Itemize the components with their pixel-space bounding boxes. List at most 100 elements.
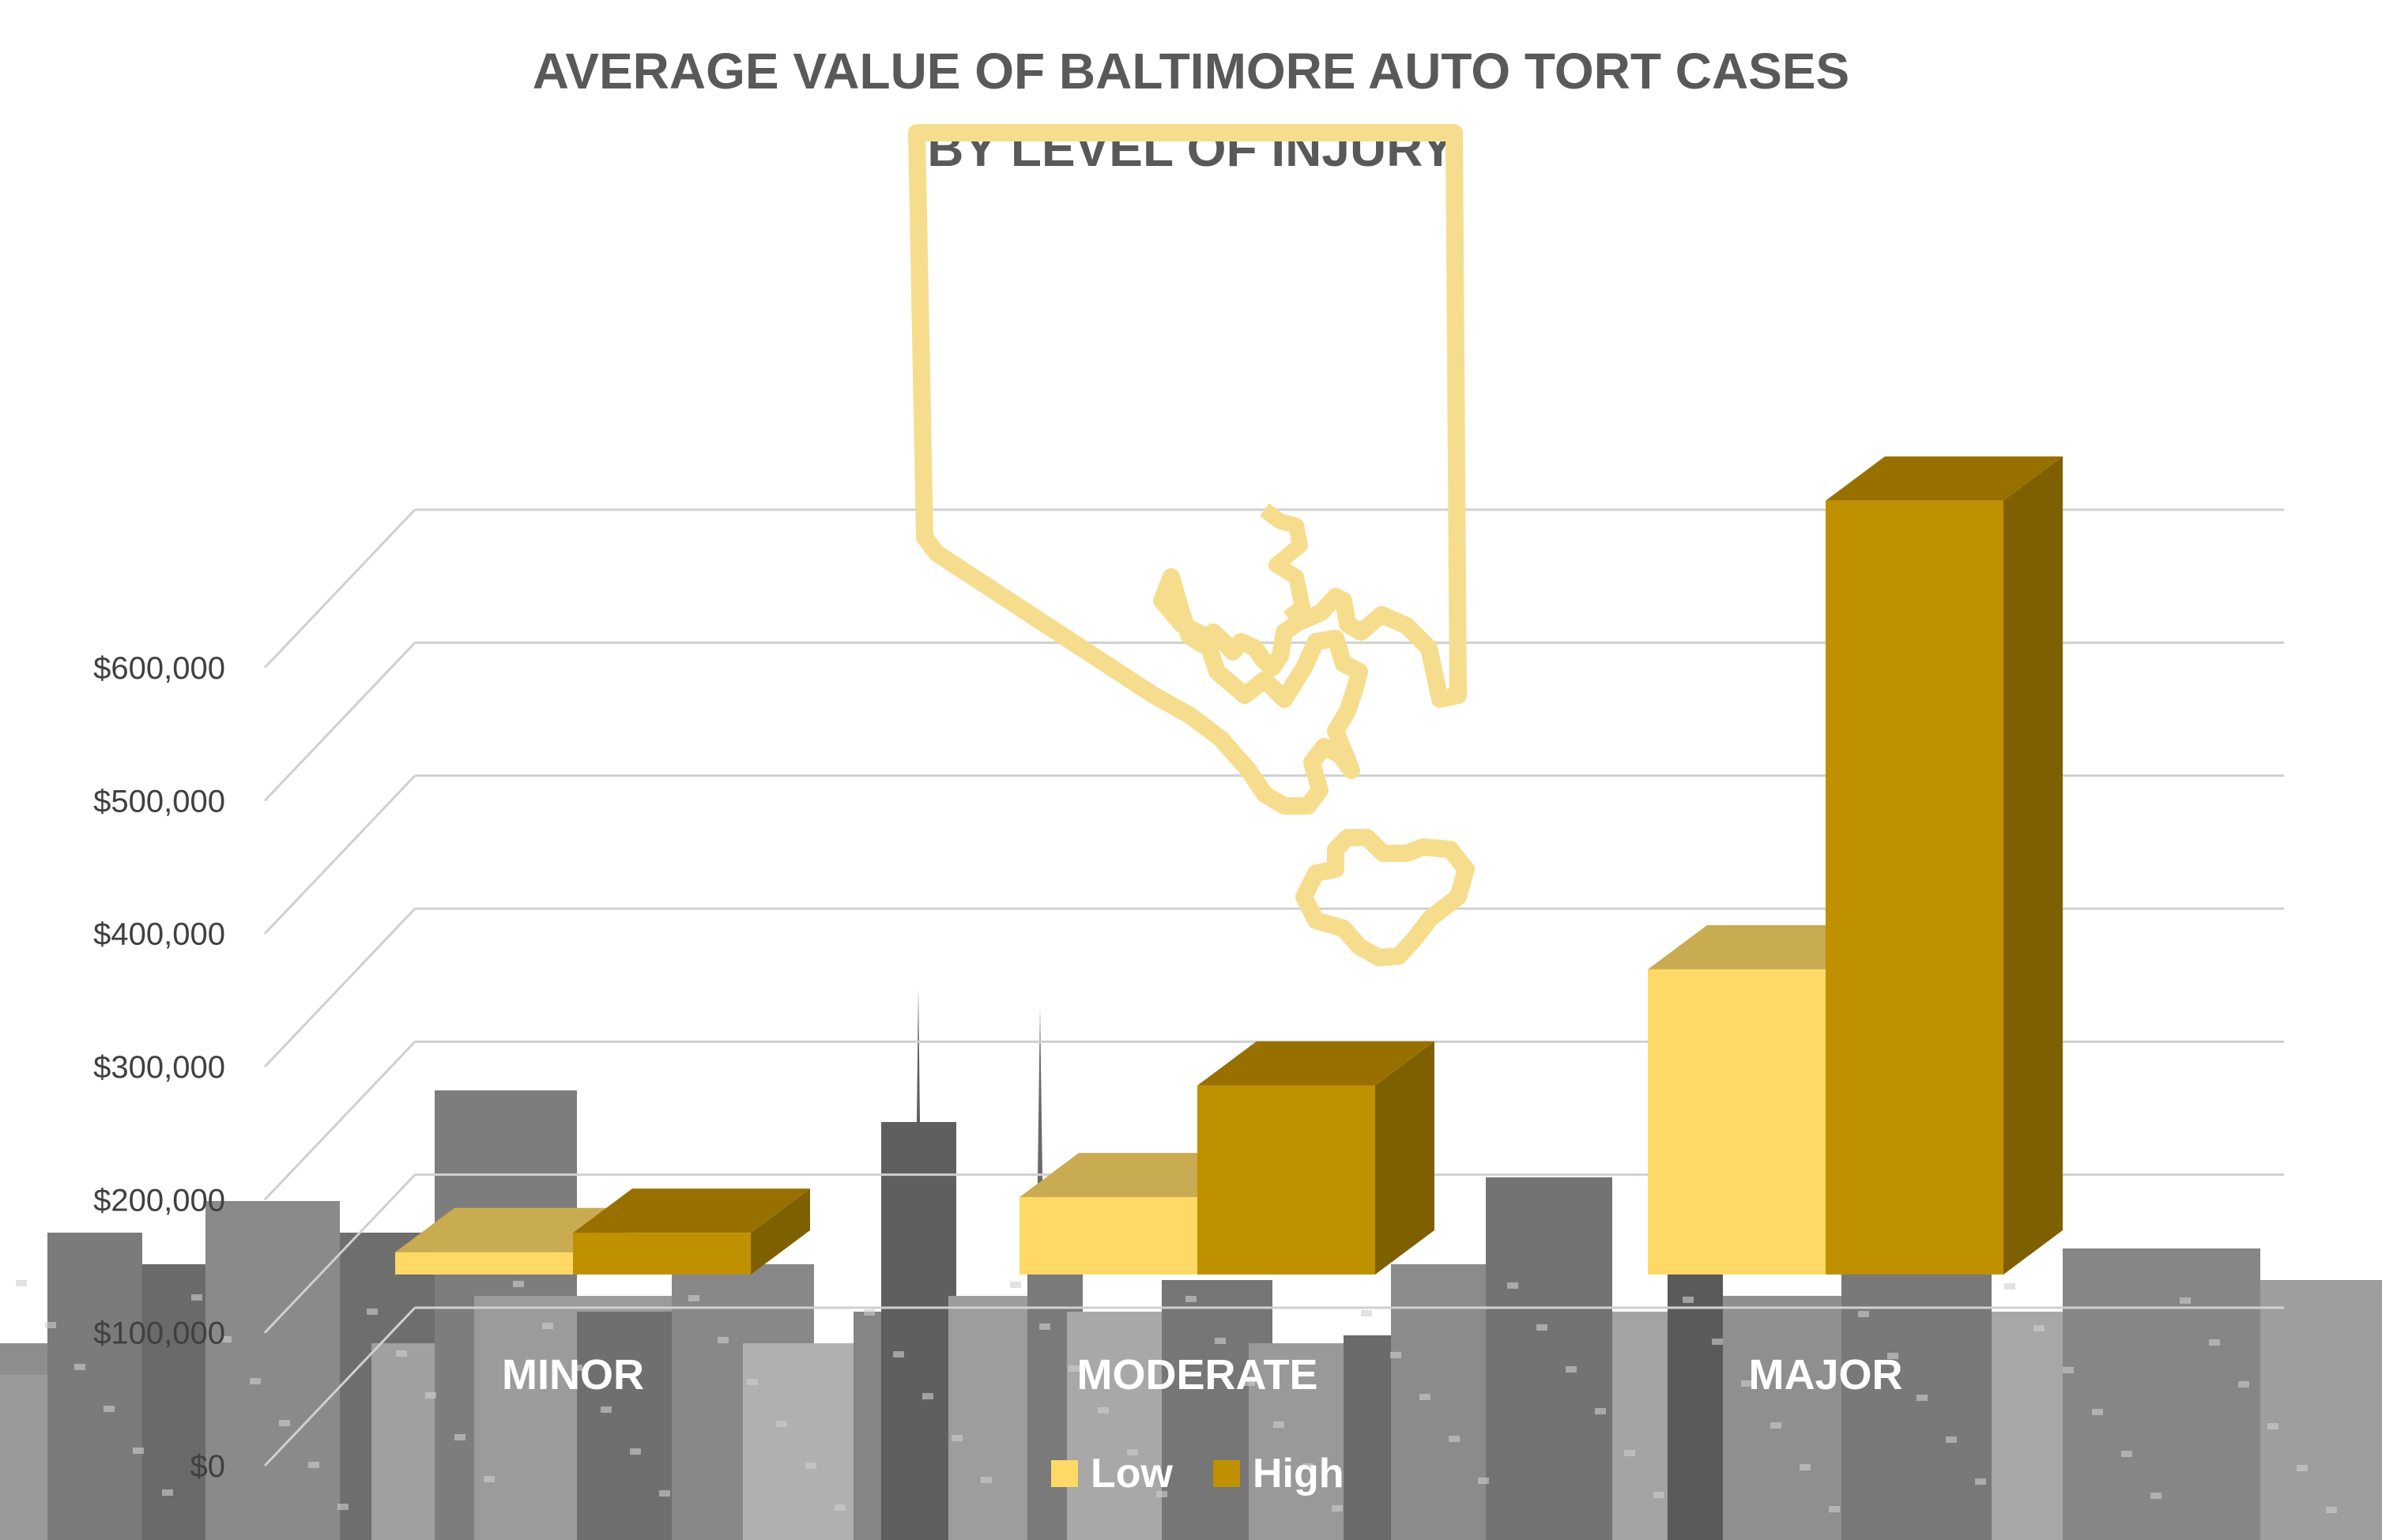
- skyline-window: [1595, 1408, 1606, 1414]
- skyline-window: [1858, 1311, 1869, 1317]
- skyline-window: [2180, 1297, 2191, 1304]
- skyline-building: [1391, 1264, 1486, 1540]
- y-tick-label: $400,000: [93, 917, 225, 952]
- skyline-window: [1917, 1395, 1928, 1401]
- skyline-window: [250, 1378, 261, 1384]
- skyline-building: [1841, 1248, 1992, 1540]
- skyline-window: [1244, 1380, 1255, 1386]
- skyline-window: [2092, 1409, 2103, 1415]
- bar-low-minor: [395, 1252, 573, 1275]
- legend-label-high: High: [1253, 1451, 1344, 1497]
- skyline-window: [1390, 1352, 1401, 1358]
- bar-high-moderate-top: [1197, 1041, 1434, 1086]
- skyline-window: [1449, 1436, 1460, 1442]
- skyline-window: [367, 1308, 378, 1315]
- skyline-window: [835, 1504, 846, 1511]
- skyline-window: [1507, 1282, 1518, 1289]
- skyline-window: [396, 1350, 407, 1357]
- skyline-window: [1536, 1324, 1547, 1331]
- gridline-depth: [263, 508, 416, 669]
- skyline-window: [952, 1435, 963, 1441]
- gridline-depth: [263, 1173, 416, 1334]
- gridline-depth: [263, 774, 416, 935]
- skyline-window: [1770, 1422, 1781, 1429]
- y-tick-label: $600,000: [93, 651, 225, 686]
- skyline-window: [133, 1448, 144, 1454]
- legend-label-low: Low: [1091, 1451, 1174, 1497]
- bar-high-moderate-side: [1375, 1041, 1434, 1275]
- skyline-window: [630, 1448, 641, 1455]
- skyline-window: [2063, 1367, 2074, 1373]
- gridline-depth: [263, 907, 416, 1068]
- skyline-window: [1712, 1339, 1723, 1345]
- skyline-window: [308, 1462, 319, 1468]
- skyline-window: [659, 1490, 670, 1497]
- skyline-window: [1098, 1407, 1109, 1414]
- skyline-window: [45, 1322, 56, 1328]
- skyline-building: [0, 1375, 47, 1540]
- skyline-window: [601, 1406, 612, 1413]
- skyline-window: [74, 1364, 85, 1370]
- gridline-depth: [263, 642, 416, 802]
- skyline-window: [747, 1379, 758, 1385]
- skyline-building: [47, 1233, 142, 1540]
- y-tick-label: $100,000: [93, 1316, 225, 1351]
- skyline-window: [1156, 1491, 1167, 1497]
- skyline-window: [1887, 1353, 1898, 1359]
- skyline-window: [2267, 1423, 2278, 1429]
- skyline-building: [1249, 1343, 1344, 1540]
- skyline-building: [881, 1122, 956, 1540]
- legend-swatch-low: [1051, 1460, 1078, 1487]
- skyline-window: [1478, 1478, 1489, 1484]
- bar-high-major-side: [2003, 456, 2063, 1275]
- y-tick-label: $200,000: [93, 1183, 225, 1218]
- skyline-window: [1829, 1506, 1840, 1512]
- skyline-window: [191, 1294, 202, 1301]
- skyline-window: [1683, 1297, 1694, 1303]
- bar-high-moderate: [1197, 1085, 1375, 1275]
- skyline-window: [1946, 1436, 1957, 1443]
- y-tick-label: $0: [190, 1449, 226, 1484]
- bar-high-major-top: [1826, 456, 2063, 501]
- skyline-building: [743, 1343, 869, 1540]
- skyline-window: [805, 1463, 816, 1469]
- skyline-window: [1010, 1282, 1021, 1288]
- skyline-window: [1302, 1463, 1313, 1470]
- skyline-window: [2297, 1465, 2308, 1471]
- bar-low-moderate: [1020, 1197, 1197, 1275]
- skyline-building: [142, 1264, 213, 1540]
- y-tick-label: $500,000: [93, 784, 225, 819]
- skyline-window: [922, 1393, 933, 1399]
- skyline-window: [1741, 1380, 1752, 1387]
- skyline-building: [2063, 1248, 2260, 1540]
- bar-low-major: [1648, 969, 1826, 1275]
- skyline-window: [1361, 1310, 1372, 1316]
- skyline-window: [484, 1476, 495, 1482]
- gridline-depth: [263, 1041, 416, 1201]
- skyline-window: [2004, 1283, 2015, 1290]
- skyline-window: [1566, 1366, 1577, 1372]
- skyline-window: [2326, 1507, 2337, 1513]
- skyline-building: [2260, 1280, 2382, 1540]
- skyline-window: [162, 1489, 173, 1496]
- skyline-window: [513, 1281, 524, 1287]
- x-axis-category-labels: MINOR MODERATE MAJOR: [502, 1351, 1903, 1399]
- x-category-label: MODERATE: [1077, 1351, 1318, 1399]
- skyline-window: [1975, 1478, 1986, 1485]
- skyline-window: [893, 1351, 904, 1357]
- skyline-window: [981, 1477, 992, 1483]
- skyline-spire: [917, 988, 920, 1122]
- skyline-window: [1419, 1394, 1430, 1400]
- skyline-window: [2238, 1381, 2249, 1388]
- chart-legend: Low High: [1051, 1451, 1344, 1497]
- legend-swatch-high: [1213, 1460, 1240, 1487]
- bar-high-minor-side: [751, 1188, 810, 1275]
- skyline-window: [454, 1434, 465, 1440]
- skyline-window: [688, 1295, 699, 1301]
- skyline-window: [864, 1309, 875, 1316]
- gridline-depth: [263, 1306, 416, 1467]
- skyline-window: [1800, 1464, 1811, 1470]
- chart-title: AVERAGE VALUE OF BALTIMORE AUTO TORT CAS…: [533, 43, 1849, 100]
- bar-series-group: [395, 456, 2063, 1275]
